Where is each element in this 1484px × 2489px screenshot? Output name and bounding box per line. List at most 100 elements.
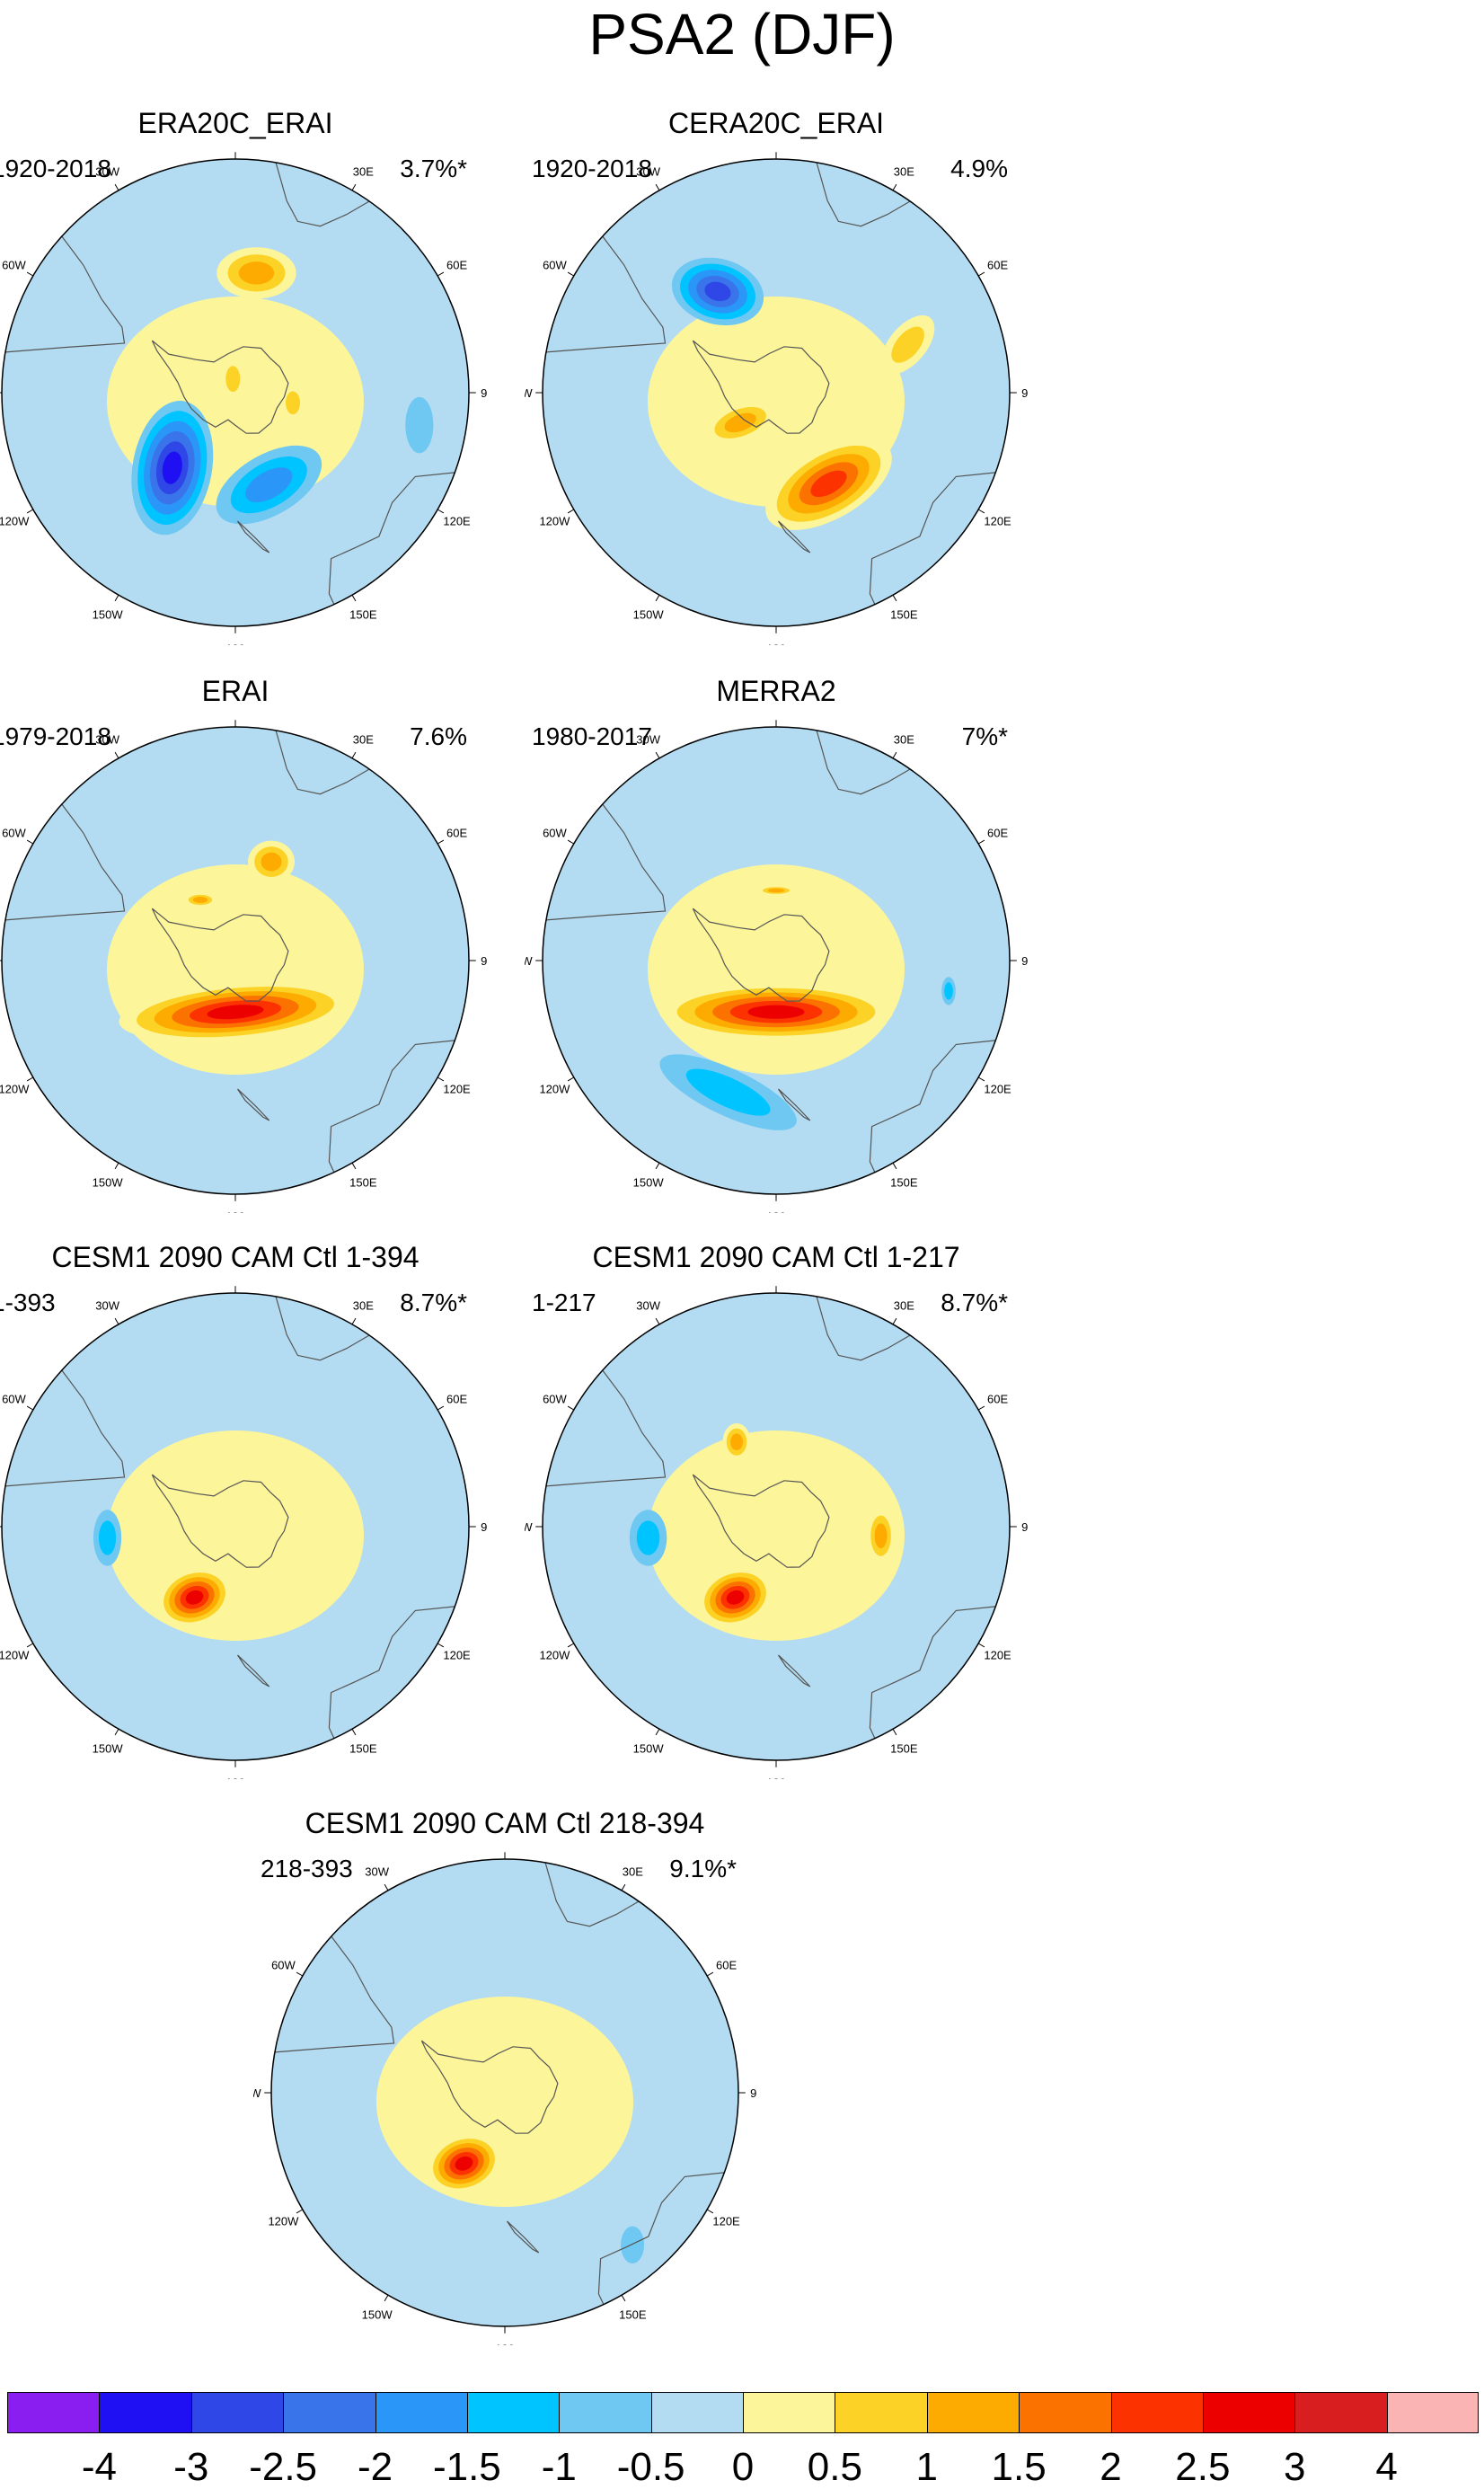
colorbar-swatch <box>7 2392 100 2433</box>
longitude-label: 180 <box>495 2343 515 2345</box>
panel-period: 1-393 <box>0 1289 56 1316</box>
polar-map: 030E60E90E120E150E180150W120W90W60W30W <box>525 720 1028 1213</box>
longitude-label: 60W <box>543 1393 567 1406</box>
longitude-tick <box>621 1883 626 1891</box>
new-zealand-coastline <box>778 1088 811 1121</box>
colorbar-swatch <box>283 2392 375 2433</box>
new-zealand-coastline <box>237 1654 270 1687</box>
new-zealand-coastline <box>507 2220 540 2254</box>
longitude-label: 150E <box>619 2308 647 2322</box>
australia-coastline <box>869 1606 996 1739</box>
longitude-label: 90E <box>1021 1520 1028 1534</box>
longitude-label: 90E <box>1021 954 1028 968</box>
longitude-label: 60W <box>543 259 567 272</box>
longitude-label: 180 <box>766 642 786 645</box>
longitude-tick <box>351 1728 357 1736</box>
longitude-tick <box>384 2294 389 2302</box>
africa-coastline <box>275 1296 370 1361</box>
colorbar-swatch <box>466 2392 560 2433</box>
panel-variance-explained: 9.1%* <box>669 1855 737 1882</box>
antarctica-coastline <box>151 340 289 434</box>
south-america-coastline <box>4 1369 126 1487</box>
antarctica-coastline <box>151 1474 289 1568</box>
colorbar-swatch <box>1110 2392 1204 2433</box>
longitude-tick <box>567 839 575 845</box>
anomaly-contour <box>730 1433 743 1450</box>
anomaly-contour <box>810 470 847 498</box>
longitude-label: 90E <box>481 1520 487 1534</box>
longitude-label: 90W <box>253 2086 261 2100</box>
longitude-tick <box>567 1076 575 1082</box>
longitude-label: 90E <box>481 386 487 400</box>
anomaly-contour <box>192 896 208 903</box>
south-america-coastline <box>274 1935 395 2053</box>
antarctica-coastline <box>692 340 830 434</box>
longitude-label: 90W <box>525 1520 533 1534</box>
longitude-label: 30E <box>353 1298 374 1312</box>
africa-coastline <box>816 730 911 795</box>
longitude-tick <box>437 1076 445 1082</box>
colorbar-swatch <box>1294 2392 1388 2433</box>
anomaly-contour <box>455 2156 473 2171</box>
australia-coastline <box>869 472 996 605</box>
longitude-tick <box>977 509 985 514</box>
longitude-tick <box>351 1317 357 1325</box>
map-panel: MERRA21980-20177%*030E60E90E120E150E1801… <box>525 674 1028 1213</box>
longitude-tick <box>655 751 660 759</box>
longitude-label: 180 <box>766 1210 786 1213</box>
panel-title: ERA20C_ERAI <box>137 107 333 139</box>
longitude-tick <box>351 594 357 602</box>
panel-period: 1920-2018 <box>532 155 652 182</box>
longitude-label: 150W <box>362 2308 393 2322</box>
longitude-label: 30W <box>95 164 119 178</box>
longitude-tick <box>977 1643 985 1648</box>
longitude-label: 60W <box>2 1393 26 1406</box>
panel-period: 1920-2018 <box>0 155 111 182</box>
colorbar-tick-label: 0.5 <box>807 2445 862 2489</box>
australia-coastline <box>328 1040 455 1173</box>
anomaly-contour <box>185 1590 204 1605</box>
longitude-tick <box>351 1162 357 1170</box>
longitude-tick <box>567 1643 575 1648</box>
longitude-label: 150E <box>349 608 377 622</box>
longitude-label: 30W <box>636 732 660 746</box>
colorbar-swatch <box>743 2392 835 2433</box>
anomaly-contour <box>98 1520 117 1555</box>
colorbar-swatch <box>835 2392 928 2433</box>
antarctica-coastline <box>692 1474 830 1568</box>
longitude-label: 120E <box>443 1648 471 1661</box>
polar-map: 030E60E90E120E150E180150W120W90W60W30W <box>0 720 487 1213</box>
anomaly-contour <box>636 1520 660 1555</box>
longitude-tick <box>706 1971 714 1977</box>
longitude-tick <box>26 509 34 514</box>
longitude-tick <box>296 1971 304 1977</box>
longitude-label: 120W <box>0 514 30 527</box>
longitude-tick <box>892 1728 897 1736</box>
polar-map: 030E60E90E120E150E180150W120W90W60W30W <box>525 1286 1028 1779</box>
longitude-label: 120E <box>443 514 471 527</box>
longitude-label: 60E <box>446 1393 467 1406</box>
weak-positive-region <box>107 864 364 1075</box>
longitude-label: 150W <box>633 608 665 622</box>
map-panel: ERA20C_ERAI1920-20183.7%*030E60E90E120E1… <box>0 106 487 645</box>
longitude-label: 150E <box>349 1742 377 1756</box>
colorbar-swatch <box>650 2392 744 2433</box>
panel-title: MERRA2 <box>716 675 836 707</box>
longitude-label: 60E <box>716 1959 737 1972</box>
colorbar-tick-label: 0 <box>731 2445 755 2489</box>
panel-period: 1-217 <box>532 1289 596 1316</box>
longitude-label: 60E <box>446 259 467 272</box>
map-panel: ERAI1979-20187.6%030E60E90E120E150E18015… <box>0 674 487 1213</box>
longitude-tick <box>977 1405 985 1411</box>
colorbar-tick-label: -3 <box>173 2445 209 2489</box>
panel-variance-explained: 8.7%* <box>941 1289 1008 1316</box>
longitude-tick <box>892 1162 897 1170</box>
colorbar-tick-label: 1.5 <box>991 2445 1047 2489</box>
longitude-label: 150W <box>93 1176 124 1190</box>
new-zealand-coastline <box>778 1654 811 1687</box>
longitude-label: 120W <box>0 1082 30 1095</box>
longitude-tick <box>621 2294 626 2302</box>
weak-positive-region <box>648 1431 905 1641</box>
colorbar <box>7 2392 1479 2433</box>
longitude-label: 60W <box>2 259 26 272</box>
